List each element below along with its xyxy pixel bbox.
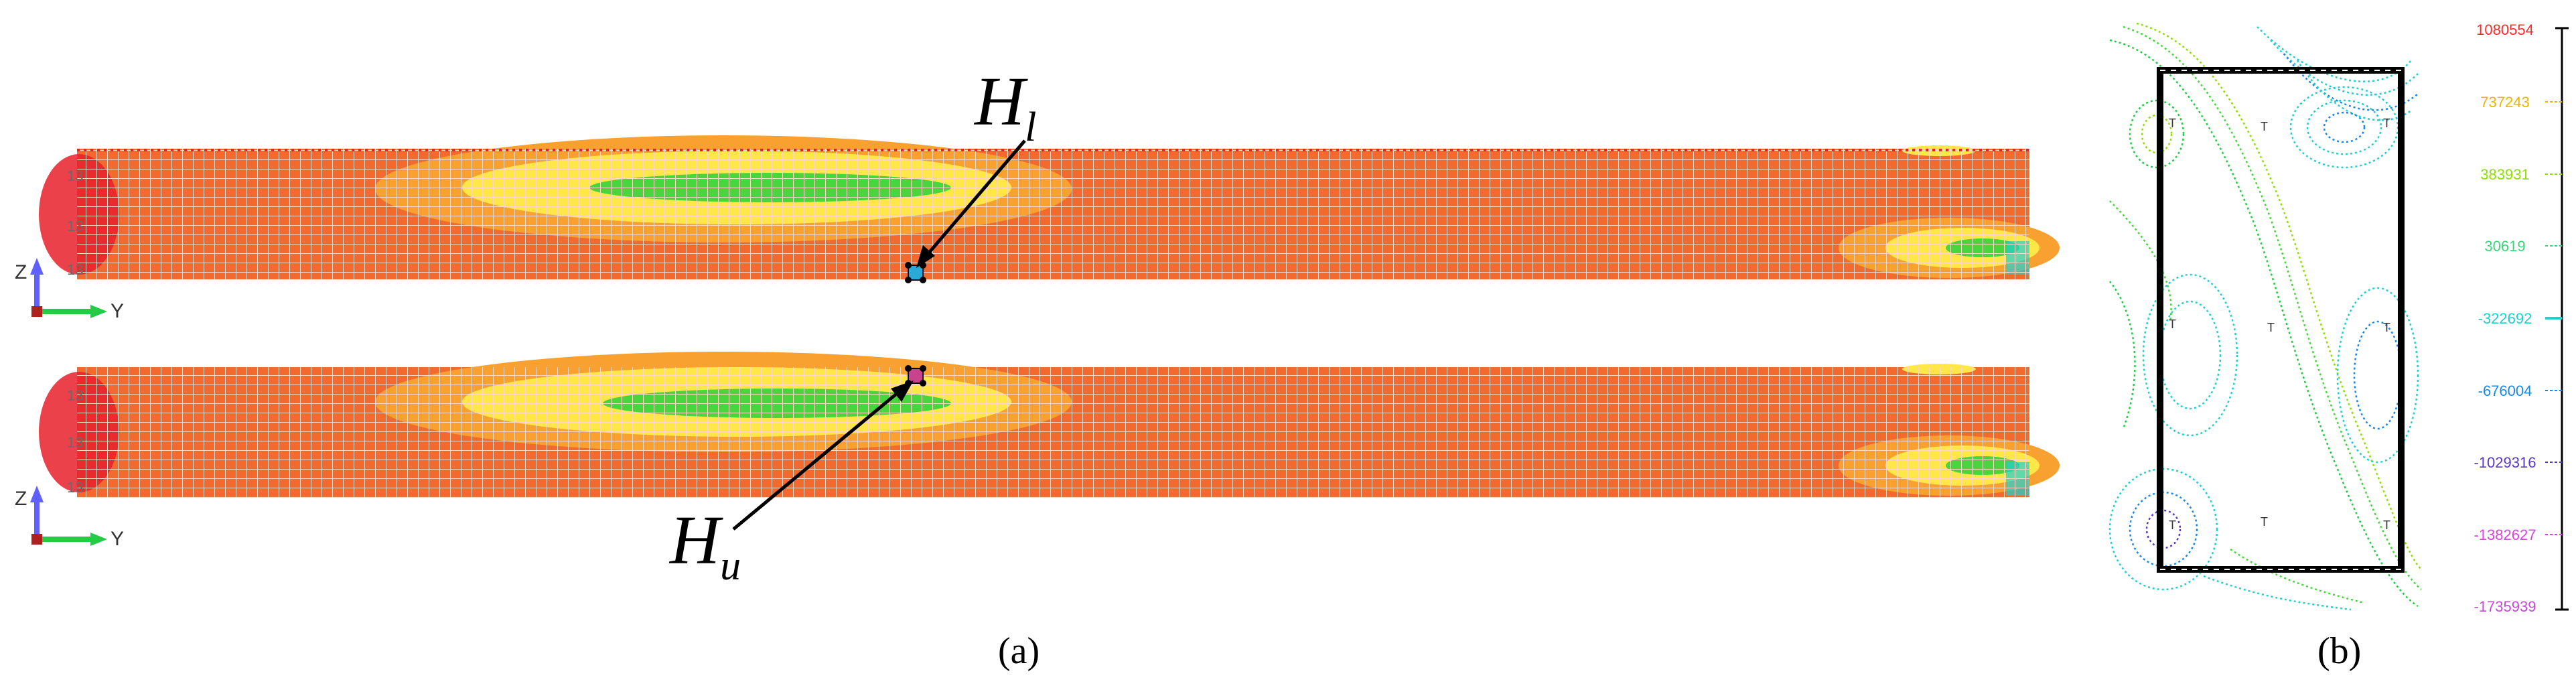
legend-label-4: 30619 — [2484, 238, 2526, 255]
panel-b-contour: T T T T T T T T T — [2106, 20, 2569, 611]
axis-triad-upper — [30, 258, 107, 318]
arrow-hl — [916, 139, 1026, 268]
lower-plate: 13 13 13 — [39, 352, 2060, 498]
axis-z-label-upper: Z — [15, 261, 27, 283]
svg-text:T: T — [2267, 321, 2275, 334]
svg-text:13: 13 — [67, 434, 83, 451]
axis-y-label-upper: Y — [111, 300, 125, 322]
caption-a: (a) — [998, 630, 1040, 672]
svg-text:13: 13 — [67, 261, 83, 278]
svg-text:T: T — [2261, 120, 2268, 133]
legend-label-6: -676004 — [2478, 382, 2532, 399]
svg-text:T: T — [2169, 117, 2176, 130]
marker-hl — [905, 262, 926, 283]
label-hu: Hu — [670, 502, 741, 589]
panel-a-figure: 13 13 13 — [30, 135, 2060, 546]
svg-text:T: T — [2169, 518, 2176, 532]
svg-text:13: 13 — [67, 479, 83, 496]
marker-hu — [905, 365, 926, 387]
legend-label-1: 1080554 — [2476, 21, 2534, 38]
caption-b: (b) — [2317, 630, 2362, 672]
svg-text:T: T — [2261, 515, 2268, 529]
panel-a: 13 13 13 — [15, 63, 2060, 672]
axis-z-label-lower: Z — [15, 488, 27, 510]
arrow-hu — [732, 380, 914, 531]
legend-label-2: 737243 — [2480, 94, 2530, 111]
svg-text:T: T — [2383, 518, 2390, 532]
legend-label-3: 383931 — [2480, 166, 2530, 183]
label-hl: Hl — [975, 63, 1037, 150]
svg-text:13: 13 — [67, 218, 83, 234]
svg-text:T: T — [2383, 321, 2390, 334]
svg-text:T: T — [2383, 117, 2390, 130]
legend-scale-bar — [2545, 27, 2569, 611]
upper-plate: 13 13 13 — [39, 135, 2060, 279]
svg-text:T: T — [2169, 318, 2176, 331]
axis-y-label-lower: Y — [111, 528, 125, 550]
legend-label-5: -322692 — [2478, 310, 2532, 327]
svg-text:13: 13 — [67, 387, 83, 404]
axis-triad-lower — [30, 486, 107, 546]
svg-text:13: 13 — [67, 167, 83, 184]
legend-label-7: -1029316 — [2474, 454, 2536, 471]
legend-label-8: -1382627 — [2474, 527, 2536, 543]
legend-label-9: -1735939 — [2474, 598, 2536, 615]
